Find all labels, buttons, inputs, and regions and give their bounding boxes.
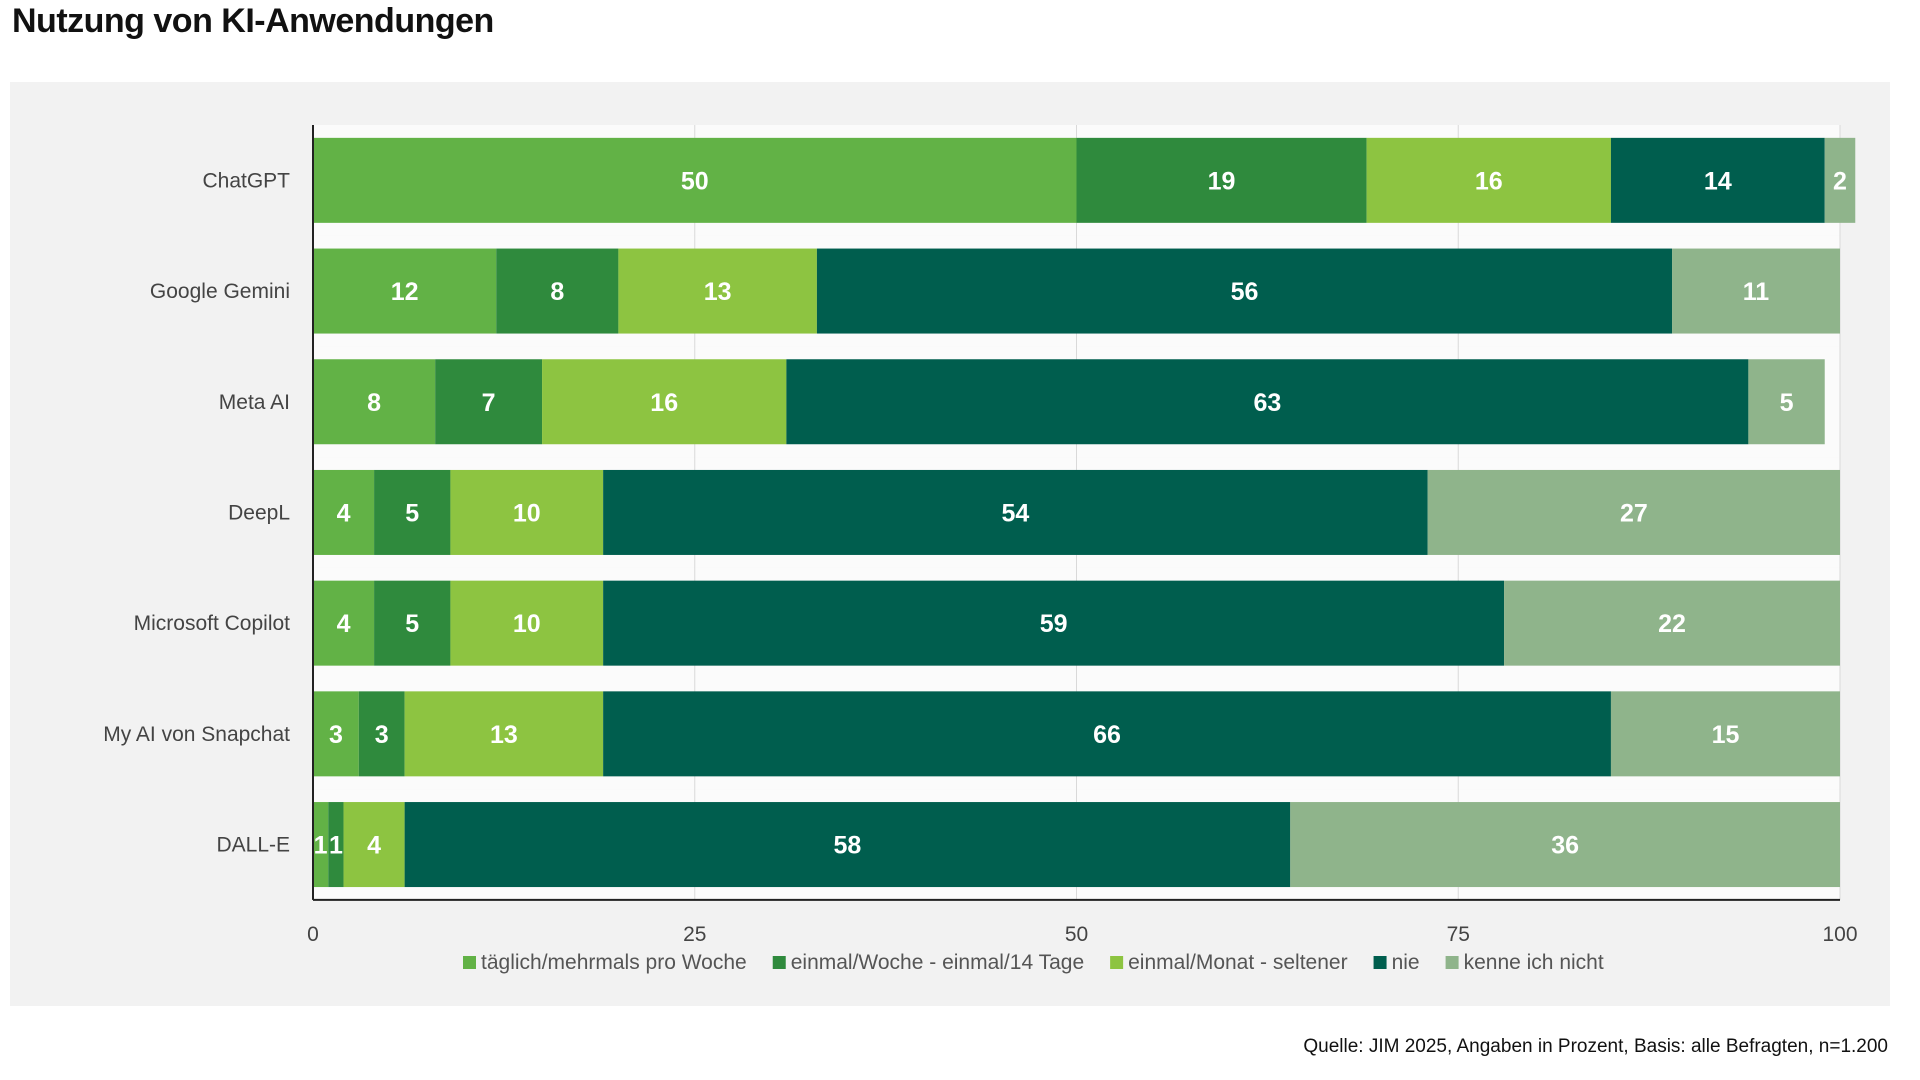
bar-segment xyxy=(450,469,604,555)
bar-segment xyxy=(1824,137,1856,223)
category-label: ChatGPT xyxy=(202,169,290,192)
data-label: 3 xyxy=(329,721,343,749)
data-label: 14 xyxy=(1704,167,1732,195)
data-label: 16 xyxy=(650,389,678,417)
bar-segment xyxy=(313,691,359,777)
legend-label: täglich/mehrmals pro Woche xyxy=(481,951,747,974)
bar-segment xyxy=(313,469,375,555)
data-label: 59 xyxy=(1040,610,1068,638)
data-label: 1 xyxy=(314,832,328,860)
bar-segment xyxy=(435,359,543,445)
bar-segment xyxy=(1290,802,1840,888)
bar-segment xyxy=(786,359,1749,445)
bar-segment xyxy=(1610,137,1825,223)
bar-segment xyxy=(1504,580,1840,666)
data-label: 1 xyxy=(329,832,343,860)
legend-swatch xyxy=(1110,956,1124,969)
chart-title: Nutzung von KI-Anwendungen xyxy=(12,2,494,40)
bar-segment xyxy=(374,469,451,555)
data-label: 4 xyxy=(367,832,381,860)
bar-segment xyxy=(1672,248,1840,334)
legend-swatch xyxy=(1445,956,1459,969)
bar-segment xyxy=(542,359,787,445)
data-label: 5 xyxy=(1780,389,1794,417)
data-label: 50 xyxy=(681,167,709,195)
bar-segment xyxy=(313,580,375,666)
bar-segment xyxy=(603,691,1611,777)
data-label: 3 xyxy=(375,721,389,749)
data-label: 8 xyxy=(367,389,381,417)
category-label: My AI von Snapchat xyxy=(103,723,290,746)
data-label: 22 xyxy=(1658,610,1686,638)
data-label: 54 xyxy=(1002,499,1030,527)
x-tick-label: 50 xyxy=(1065,923,1088,946)
bar-segment xyxy=(313,802,329,888)
data-label: 5 xyxy=(405,610,419,638)
bar-segment xyxy=(1610,691,1840,777)
source-note: Quelle: JIM 2025, Angaben in Prozent, Ba… xyxy=(1303,1036,1888,1057)
category-label: DeepL xyxy=(228,501,290,524)
legend-label: einmal/Monat - seltener xyxy=(1128,951,1347,974)
legend-swatch xyxy=(463,956,476,969)
bar-segment xyxy=(603,580,1505,666)
bar-segment xyxy=(313,359,436,445)
legend-label: nie xyxy=(1392,951,1420,974)
data-label: 12 xyxy=(391,278,419,306)
bar-segment xyxy=(374,580,451,666)
data-label: 66 xyxy=(1093,721,1121,749)
data-label: 5 xyxy=(405,499,419,527)
data-label: 13 xyxy=(490,721,518,749)
data-label: 11 xyxy=(1743,278,1770,306)
bar-segment xyxy=(1076,137,1367,223)
legend-swatch xyxy=(772,956,786,969)
legend-label: einmal/Woche - einmal/14 Tage xyxy=(791,951,1084,974)
bar-segment xyxy=(450,580,604,666)
data-label: 4 xyxy=(337,610,351,638)
data-label: 56 xyxy=(1231,278,1259,306)
bar-segment xyxy=(358,691,405,777)
data-label: 19 xyxy=(1208,167,1236,195)
data-label: 7 xyxy=(482,389,496,417)
x-tick-label: 0 xyxy=(307,923,319,946)
data-label: 63 xyxy=(1253,389,1281,417)
legend-label: kenne ich nicht xyxy=(1464,951,1604,974)
data-label: 58 xyxy=(834,832,862,860)
bar-segment xyxy=(404,802,1291,888)
bar-segment xyxy=(328,802,344,888)
data-label: 36 xyxy=(1551,832,1579,860)
bar-segment xyxy=(343,802,405,888)
data-label: 10 xyxy=(513,610,541,638)
bar-segment xyxy=(603,469,1428,555)
bar-segment xyxy=(1427,469,1840,555)
bar-segment xyxy=(618,248,817,334)
data-label: 27 xyxy=(1620,499,1648,527)
bar-segment xyxy=(496,248,619,334)
bar-segment xyxy=(1366,137,1611,223)
x-tick-label: 25 xyxy=(683,923,706,946)
bar-segment xyxy=(313,137,1077,223)
data-label: 2 xyxy=(1833,167,1847,195)
legend-swatch xyxy=(1373,956,1387,969)
bar-segment xyxy=(1748,359,1825,445)
category-label: Microsoft Copilot xyxy=(134,612,291,635)
bar-segment xyxy=(313,248,497,334)
category-label: Meta AI xyxy=(219,391,290,414)
x-tick-label: 75 xyxy=(1447,923,1470,946)
bar-segment xyxy=(816,248,1673,334)
data-label: 15 xyxy=(1712,721,1740,749)
data-label: 4 xyxy=(337,499,351,527)
x-tick-label: 100 xyxy=(1822,923,1857,946)
data-label: 16 xyxy=(1475,167,1503,195)
bar-segment xyxy=(404,691,604,777)
category-label: Google Gemini xyxy=(150,280,290,303)
category-label: DALL-E xyxy=(216,834,290,857)
data-label: 8 xyxy=(550,278,564,306)
data-label: 10 xyxy=(513,499,541,527)
data-label: 13 xyxy=(704,278,732,306)
